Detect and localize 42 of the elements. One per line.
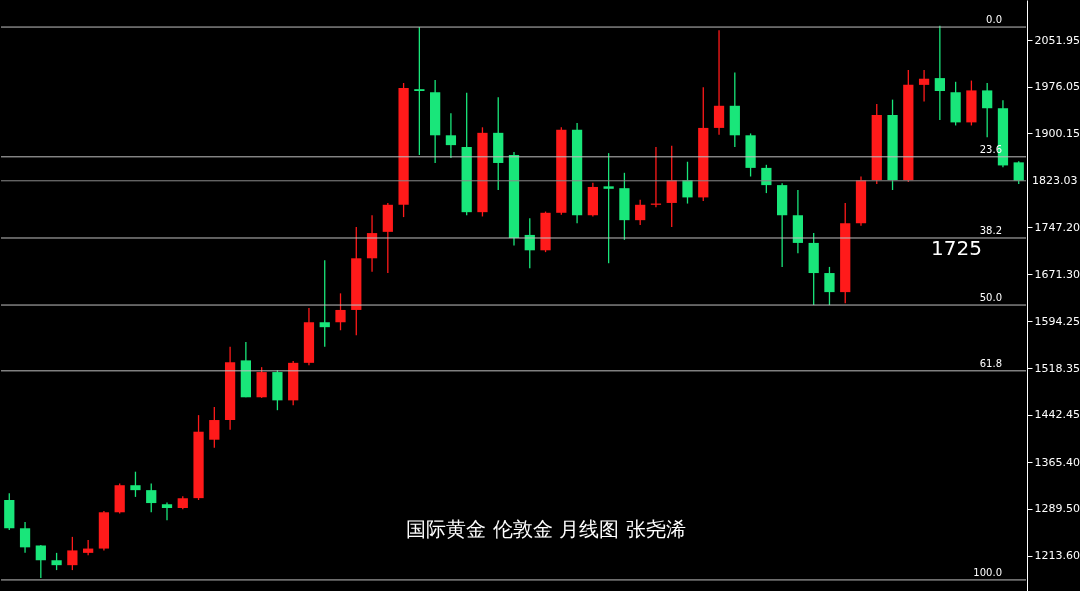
annotation: 100.0 xyxy=(973,566,1002,578)
ref-line-label: 1823.03 xyxy=(1032,173,1078,187)
candlestick xyxy=(35,544,46,579)
annotation: 61.8 xyxy=(979,357,1002,369)
candlestick xyxy=(445,112,457,159)
y-tick-label: 1671.30 xyxy=(1034,267,1080,281)
y-tick-label: 1365.40 xyxy=(1034,455,1080,469)
y-tick-label: 2051.95 xyxy=(1034,33,1080,47)
candlestick xyxy=(130,471,141,498)
candlestick xyxy=(603,152,614,264)
y-tick-label: 1594.25 xyxy=(1034,314,1080,328)
y-tick-label: 1442.45 xyxy=(1034,408,1080,422)
candlestick xyxy=(713,29,725,136)
y-tick-label: 1976.05 xyxy=(1034,80,1080,94)
candlestick xyxy=(83,539,94,556)
annotation: 38.2 xyxy=(979,225,1002,236)
candlestick xyxy=(1013,160,1024,185)
annotation: 1725 xyxy=(931,236,982,260)
annotation: 0.0 xyxy=(986,14,1002,26)
candlestick xyxy=(209,406,220,449)
y-tick-label: 1747.20 xyxy=(1034,220,1080,234)
candlestick xyxy=(982,82,993,138)
candlestick xyxy=(918,69,930,103)
annotation: 国际黄金 伦敦金 月线图 张尧浠 xyxy=(406,517,686,541)
y-tick-label: 1900.15 xyxy=(1034,126,1080,140)
candlestick xyxy=(682,161,693,205)
candlestick xyxy=(934,25,945,121)
candlestick xyxy=(161,501,173,521)
candlestick xyxy=(666,145,677,228)
y-tick-label: 1289.50 xyxy=(1034,502,1080,516)
candlestick xyxy=(761,164,772,194)
candlestick xyxy=(824,266,835,306)
candlestick xyxy=(319,259,330,348)
y-tick-label: 1518.35 xyxy=(1034,361,1080,375)
candlestick xyxy=(146,482,157,513)
candlestick xyxy=(19,521,31,554)
candlestick xyxy=(335,292,346,331)
candlestick xyxy=(67,536,78,571)
candlestick xyxy=(414,26,425,156)
y-tick-label: 1213.60 xyxy=(1034,549,1080,563)
annotation: 50.0 xyxy=(979,292,1002,304)
candlestick xyxy=(635,199,646,226)
